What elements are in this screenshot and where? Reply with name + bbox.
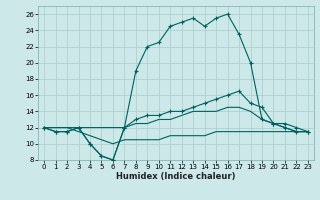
X-axis label: Humidex (Indice chaleur): Humidex (Indice chaleur) bbox=[116, 172, 236, 181]
